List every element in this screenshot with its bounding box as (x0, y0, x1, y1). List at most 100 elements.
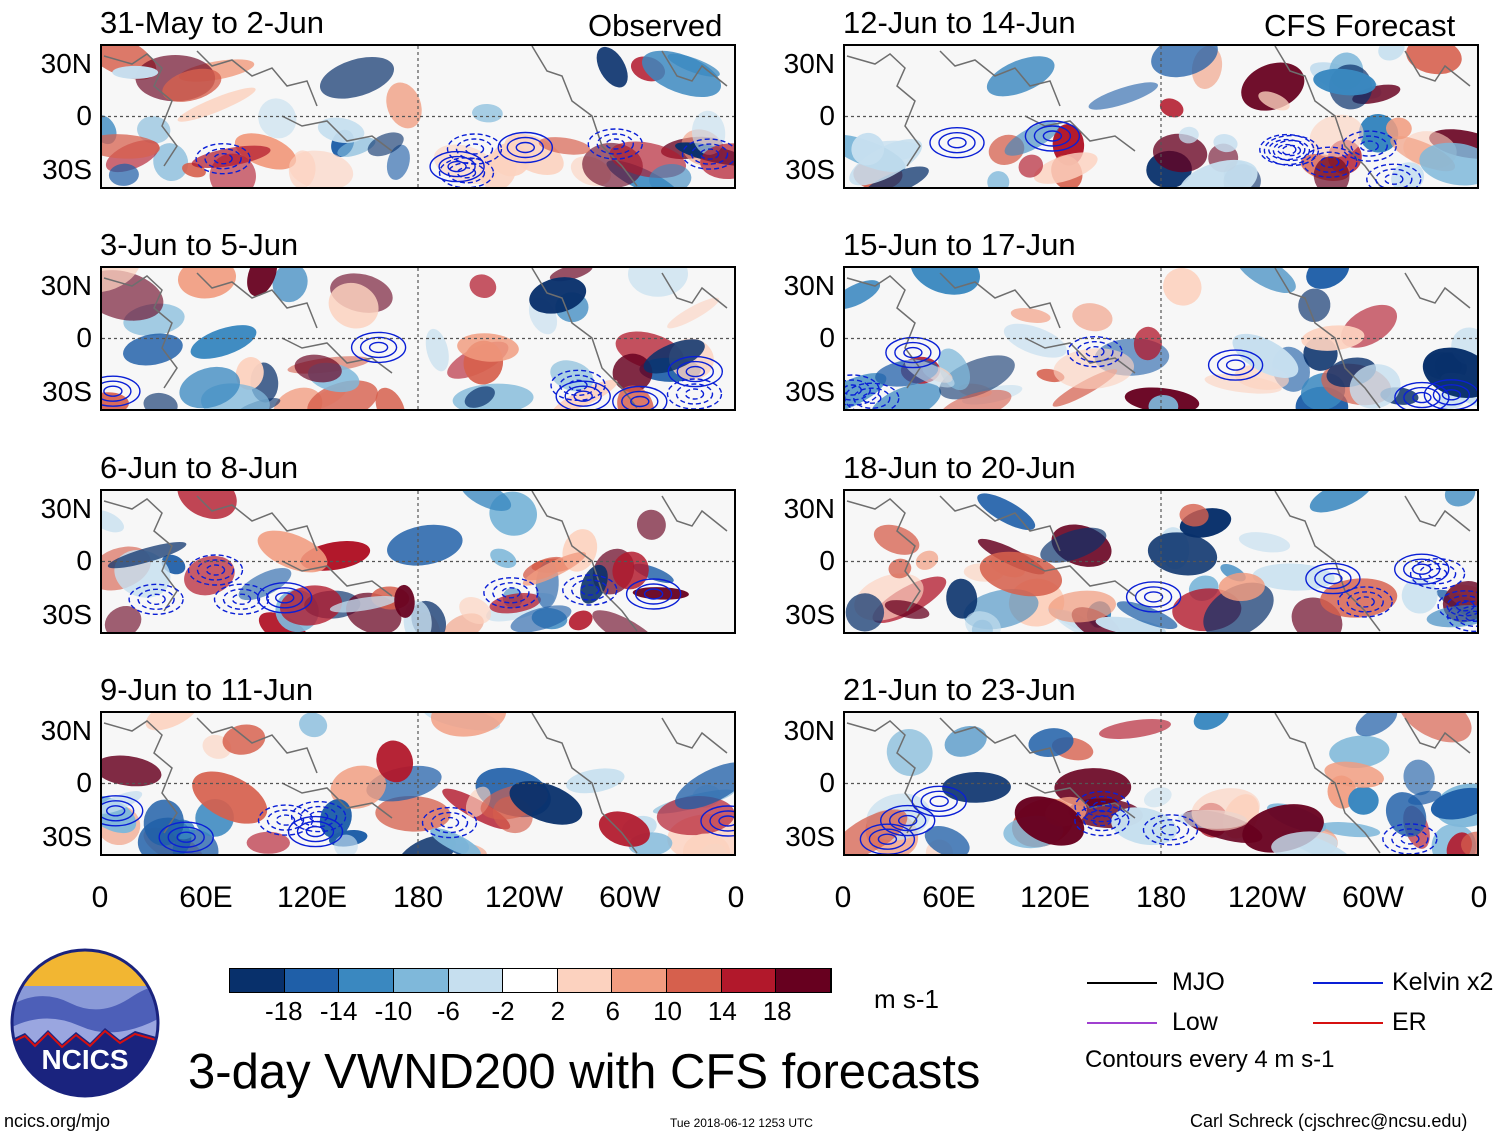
kelvin-contour (568, 379, 588, 392)
wind-anomaly-blob (667, 53, 720, 77)
wind-anomaly-blob (1444, 491, 1476, 507)
kelvin-contour (195, 142, 251, 175)
observed-label: Observed (588, 8, 723, 43)
kelvin-contour (515, 141, 535, 154)
coastline (196, 717, 318, 774)
wind-anomaly-blob (1406, 46, 1462, 75)
kelvin-contour (676, 360, 714, 383)
coastline (1024, 337, 1136, 374)
coastline (939, 495, 1061, 552)
kelvin-contour (1394, 553, 1450, 585)
footer-url[interactable]: ncics.org/mjo (4, 1111, 111, 1131)
kelvin-contour (667, 355, 723, 388)
wind-anomaly-blob (1252, 563, 1335, 591)
lat-label-0: 0 (76, 767, 92, 798)
lat-label-0: 0 (819, 767, 835, 798)
panel-title-right-4: 21-Jun to 23-Jun (843, 672, 1076, 707)
wind-anomaly-blob (143, 799, 184, 846)
lat-label-30s: 30S (42, 376, 92, 407)
wind-anomaly-blob (238, 568, 292, 601)
coastline (846, 53, 921, 167)
colorbar-tick-label: 6 (605, 996, 620, 1026)
kelvin-contour (845, 382, 900, 409)
coastline (531, 46, 638, 187)
coastline (939, 50, 1061, 107)
coastline (939, 272, 1061, 329)
coastline (1404, 272, 1471, 309)
colorbar-tick-label: 14 (707, 996, 737, 1026)
kelvin-contour (573, 390, 593, 402)
legend-line-er (1313, 1022, 1383, 1024)
kelvin-contour (1394, 381, 1450, 409)
wind-anomaly-blob (1324, 761, 1384, 788)
wind-anomaly-blob (1348, 786, 1379, 815)
kelvin-contour (643, 588, 664, 600)
kelvin-contour (1207, 349, 1264, 381)
wind-anomaly-blob (965, 611, 1001, 632)
kelvin-contour (559, 374, 597, 397)
wind-anomaly-blob (1378, 46, 1405, 61)
lon-label: 120W (484, 881, 564, 914)
wind-anomaly-blob (394, 584, 415, 618)
lat-label-30n: 30N (783, 493, 835, 524)
kelvin-contour (275, 814, 296, 826)
coastline (103, 720, 178, 834)
wind-anomaly-blob (1178, 159, 1258, 187)
kelvin-contour (497, 131, 553, 164)
kelvin-contour (700, 805, 734, 837)
wind-anomaly-blob (177, 87, 256, 122)
legend-line-mjo (1087, 982, 1157, 984)
wind-anomaly-blob (700, 143, 734, 180)
wind-anomaly-blob (946, 578, 978, 619)
kelvin-contour (158, 821, 214, 853)
wind-anomaly-blob (102, 268, 141, 293)
kelvin-contour (1272, 139, 1311, 162)
kelvin-contour (102, 795, 144, 827)
kelvin-contour (947, 136, 967, 149)
wind-anomaly-blob (675, 762, 734, 810)
wind-anomaly-blob (386, 82, 422, 129)
kelvin-contour (685, 365, 705, 378)
coastline (1274, 46, 1381, 187)
colorbar (229, 968, 832, 993)
wind-anomaly-blob (319, 56, 395, 99)
kelvin-contour (868, 828, 907, 850)
kelvin-contour (274, 592, 295, 604)
lat-label-0: 0 (819, 100, 835, 131)
wind-anomaly-blob (246, 831, 290, 854)
wind-anomaly-blob (1403, 759, 1435, 796)
lon-label: 60E (922, 881, 976, 914)
wind-anomaly-blob (1422, 347, 1477, 398)
coastline (103, 53, 178, 167)
wind-anomaly-blob (1241, 62, 1305, 111)
colorbar-swatch (776, 969, 832, 992)
wind-anomaly-blob (294, 354, 342, 383)
kelvin-contour (359, 336, 398, 359)
kelvin-contour (1423, 379, 1477, 409)
kelvin-contour (501, 587, 521, 599)
colorbar-tick-label: 2 (550, 996, 566, 1026)
wind-anomaly-blob (469, 274, 497, 298)
wind-anomaly-blob (102, 510, 125, 533)
wind-anomaly-blob (328, 282, 379, 329)
coastline (281, 782, 393, 819)
kelvin-contour (845, 379, 871, 401)
kelvin-contour (1225, 359, 1246, 371)
kelvin-contour (1341, 130, 1397, 162)
colorbar-tick-label: 10 (653, 996, 682, 1026)
kelvin-contour (1314, 567, 1352, 590)
kelvin-contour (1277, 143, 1297, 156)
kelvin-contour (447, 162, 486, 184)
kelvin-contour (862, 392, 882, 404)
kelvin-contour (1143, 591, 1164, 603)
kelvin-contour (630, 395, 650, 408)
kelvin-contour (929, 795, 949, 808)
kelvin-contour (1355, 596, 1375, 608)
wind-anomaly-blob (209, 153, 256, 187)
lat-label-0: 0 (76, 322, 92, 353)
kelvin-contour (1085, 345, 1105, 358)
kelvin-contour (137, 588, 175, 611)
wind-anomaly-blob (1151, 46, 1218, 78)
wind-anomaly-blob (845, 593, 885, 632)
wind-anomaly-blob (258, 612, 309, 632)
